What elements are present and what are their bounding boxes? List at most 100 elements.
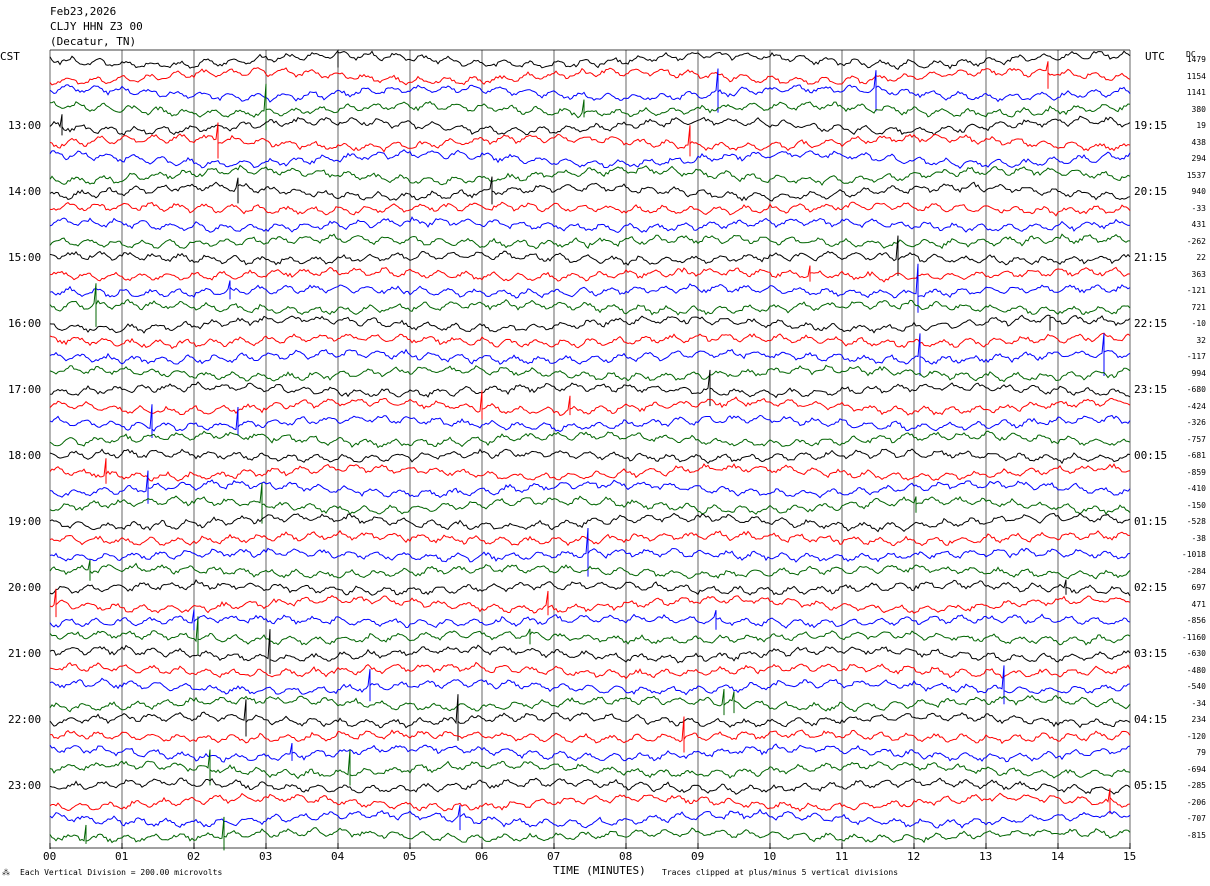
- right-hour-label: 00:15: [1134, 449, 1168, 462]
- minute-grid: [49, 49, 1131, 849]
- x-tick-label: 10: [763, 850, 777, 863]
- header-station: CLJY HHN Z3 00: [50, 20, 143, 33]
- dc-offset-label: -410: [1186, 484, 1206, 493]
- left-hour-label: 14:00: [8, 185, 42, 198]
- left-hour-label: 15:00: [8, 251, 42, 264]
- x-tick-label: 11: [835, 850, 849, 863]
- dc-offset-label: -121: [1186, 286, 1206, 295]
- trace-line: [49, 332, 1131, 350]
- dc-offset-label: -681: [1186, 451, 1206, 460]
- right-hour-label: 03:15: [1134, 647, 1168, 660]
- dc-offset-label: 438: [1191, 137, 1206, 147]
- trace-line: [49, 164, 1131, 186]
- x-tick-label: 06: [475, 850, 489, 863]
- trace-line: [49, 482, 1131, 524]
- x-axis-ticks: [49, 843, 1131, 849]
- dc-offset-label: 1537: [1186, 170, 1206, 180]
- right-hour-label: 20:15: [1134, 185, 1168, 198]
- dc-offset-label: -540: [1186, 682, 1206, 691]
- dc-offset-label: -33: [1191, 203, 1206, 213]
- dc-offset-label: -1018: [1181, 550, 1206, 559]
- trace-line: [49, 529, 1130, 547]
- seismic-traces: [49, 49, 1131, 851]
- trace-line: [49, 512, 1131, 533]
- right-hour-label: 05:15: [1134, 779, 1168, 792]
- trace-line: [49, 49, 1131, 70]
- dc-offset-label: -284: [1186, 566, 1206, 576]
- dc-offset-label: -262: [1186, 236, 1206, 246]
- trace-line: [49, 616, 1131, 655]
- right-hour-label: 21:15: [1134, 251, 1168, 264]
- x-tick-label: 13: [979, 850, 993, 863]
- trace-line: [49, 629, 1131, 674]
- dc-offset-label: 22: [1196, 253, 1206, 262]
- dc-offset-label: -326: [1186, 418, 1206, 427]
- trace-line: [49, 176, 1131, 205]
- trace-line: [49, 816, 1131, 851]
- trace-line: [49, 122, 1131, 159]
- trace-line: [49, 609, 1131, 631]
- header-location: (Decatur, TN): [50, 35, 137, 48]
- trace-line: [49, 788, 1131, 814]
- dc-offset-label: 19: [1196, 121, 1206, 130]
- dc-offset-label: 697: [1191, 583, 1206, 592]
- dc-offset-label: 431: [1191, 220, 1206, 229]
- x-tick-label: 12: [907, 850, 921, 863]
- trace-line: [49, 149, 1131, 169]
- dc-offset-label: -856: [1186, 616, 1206, 625]
- dc-offset-label: -120: [1186, 731, 1206, 741]
- left-hour-label: 13:00: [8, 119, 42, 132]
- dc-offset-label: 32: [1196, 335, 1206, 345]
- dc-title: DC: [1186, 50, 1196, 59]
- trace-line: [49, 694, 1131, 741]
- x-tick-label: 04: [331, 850, 345, 863]
- dc-offset-label: -1160: [1181, 632, 1206, 642]
- dc-offset-label: -480: [1186, 665, 1206, 675]
- dc-offset-label: 363: [1191, 269, 1206, 279]
- dc-offset-label: 721: [1191, 302, 1206, 312]
- x-tick-label: 05: [403, 850, 417, 863]
- dc-offset-label: 79: [1196, 748, 1206, 757]
- right-hour-label: 19:15: [1134, 119, 1168, 132]
- dc-offset-label: -10: [1191, 319, 1206, 328]
- trace-line: [49, 749, 1131, 786]
- trace-line: [49, 390, 1131, 420]
- x-tick-label: 03: [259, 850, 273, 863]
- x-tick-label: 08: [619, 850, 633, 863]
- right-axis-title: UTC: [1145, 50, 1165, 63]
- trace-line: [49, 364, 1131, 383]
- dc-offset-label: -859: [1186, 467, 1206, 477]
- x-tick-label: 00: [43, 850, 57, 863]
- trace-line: [49, 201, 1131, 217]
- left-hour-label: 18:00: [8, 449, 42, 462]
- trace-line: [49, 448, 1131, 465]
- trace-line: [49, 61, 1131, 89]
- dc-offset-label: -34: [1191, 698, 1206, 708]
- dc-offset-label: -117: [1186, 352, 1206, 361]
- station-symbol-icon: ⁂: [2, 868, 10, 877]
- x-tick-label: 09: [691, 850, 705, 863]
- trace-line: [49, 588, 1131, 618]
- dc-offset-label: 994: [1191, 368, 1206, 378]
- trace-line: [49, 470, 1131, 504]
- dc-offset-label: -707: [1186, 814, 1206, 823]
- header-date: Feb23,2026: [50, 5, 117, 18]
- dc-offset-label: -150: [1186, 500, 1206, 510]
- dc-offset-label: -815: [1186, 830, 1206, 840]
- left-hour-label: 19:00: [8, 515, 42, 528]
- dc-offset-label: -285: [1186, 781, 1206, 790]
- dc-offset-label: 234: [1191, 715, 1206, 724]
- trace-line: [49, 777, 1131, 795]
- dc-offset-label: 380: [1191, 104, 1206, 114]
- dc-offset-label: 471: [1191, 599, 1206, 609]
- trace-line: [49, 805, 1131, 831]
- trace-line: [49, 579, 1131, 597]
- trace-line: [49, 716, 1131, 753]
- dc-offset-label: -38: [1191, 533, 1206, 543]
- right-hour-label: 22:15: [1134, 317, 1168, 330]
- footer-scale-note: Each Vertical Division = 200.00 microvol…: [20, 868, 223, 877]
- dc-offset-label: -424: [1186, 401, 1206, 411]
- trace-line: [49, 369, 1131, 407]
- dc-offset-label: -528: [1186, 517, 1206, 526]
